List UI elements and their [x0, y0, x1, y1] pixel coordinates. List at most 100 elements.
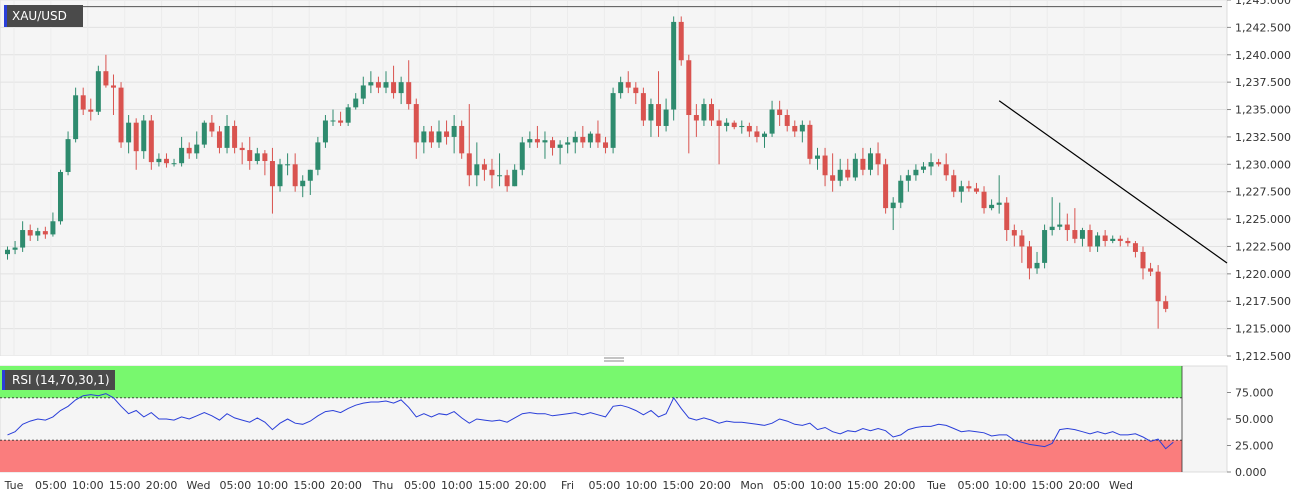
- candle-body: [792, 125, 798, 132]
- candle-body: [890, 202, 896, 209]
- candle-body: [830, 175, 836, 181]
- candle-body: [375, 82, 381, 88]
- candle: [428, 125, 434, 148]
- candle: [512, 164, 518, 187]
- candle: [421, 125, 427, 154]
- candle: [905, 169, 911, 192]
- candle: [830, 153, 836, 192]
- candle-body: [693, 115, 699, 121]
- candle: [1117, 235, 1123, 247]
- candle: [65, 131, 71, 176]
- candle-body: [474, 164, 480, 176]
- candle: [186, 142, 192, 159]
- candle-body: [633, 87, 639, 94]
- candle: [398, 76, 404, 105]
- candle-body: [996, 202, 1002, 205]
- candle-body: [315, 142, 321, 170]
- candle-body: [512, 169, 518, 187]
- candle: [981, 186, 987, 214]
- candle-body: [95, 71, 101, 112]
- time-tick-label: 10:00: [625, 479, 657, 492]
- candle: [951, 169, 957, 198]
- candle-body: [1042, 230, 1048, 263]
- time-tick-label: Wed: [1109, 479, 1133, 492]
- candle: [875, 142, 881, 176]
- candle-body: [565, 142, 571, 145]
- candle: [920, 162, 926, 174]
- candle: [254, 147, 260, 165]
- candle-body: [201, 122, 207, 145]
- candle-body: [285, 164, 291, 166]
- panel-splitter[interactable]: [0, 356, 1227, 365]
- time-tick-label: 05:00: [773, 479, 805, 492]
- candle: [57, 169, 63, 225]
- rsi-tick-label: 50.000: [1235, 413, 1274, 426]
- candle: [671, 16, 677, 121]
- candle-body: [20, 230, 26, 248]
- candle-body: [822, 155, 828, 176]
- candle-body: [35, 231, 41, 236]
- candle: [300, 175, 306, 198]
- candle: [133, 118, 139, 170]
- time-tick-label: 15:00: [109, 479, 141, 492]
- candle: [762, 131, 767, 148]
- candle: [194, 131, 200, 159]
- candle: [50, 212, 56, 237]
- candle: [1072, 208, 1078, 244]
- candle: [792, 120, 798, 137]
- price-tick-label: 1,227.500: [1235, 186, 1291, 199]
- rsi-line: [7, 393, 1174, 450]
- candle: [247, 136, 253, 170]
- candle: [769, 100, 775, 137]
- candle-body: [814, 155, 820, 159]
- time-tick-label: 20:00: [699, 479, 731, 492]
- candle: [406, 60, 412, 110]
- candle-body: [671, 21, 677, 110]
- candle: [224, 115, 230, 154]
- candle: [625, 71, 631, 94]
- candle: [375, 76, 381, 94]
- candle-body: [322, 120, 328, 143]
- candle-body: [141, 120, 147, 152]
- candle-body: [1087, 230, 1093, 247]
- candle-body: [550, 140, 556, 148]
- candle: [330, 109, 336, 126]
- candle-body: [451, 125, 457, 137]
- candle-body: [118, 87, 124, 143]
- candle-body: [232, 125, 238, 148]
- candle-body: [1057, 224, 1063, 227]
- candle: [1042, 224, 1048, 269]
- time-tick-label: 10:00: [810, 479, 842, 492]
- candle: [307, 169, 313, 195]
- candle: [383, 71, 389, 94]
- candle: [883, 158, 889, 214]
- time-tick-label: 05:00: [404, 479, 436, 492]
- price-tick-label: 1,237.500: [1235, 76, 1291, 89]
- candle: [497, 153, 503, 187]
- candle-body: [799, 124, 805, 132]
- candle-body: [663, 109, 669, 126]
- candle-body: [345, 107, 351, 123]
- candle: [80, 87, 86, 116]
- candle-body: [1140, 251, 1146, 269]
- candle-body: [1072, 230, 1078, 239]
- candle: [5, 246, 10, 260]
- price-tick-label: 1,212.500: [1235, 350, 1291, 363]
- time-tick-label: 20:00: [884, 479, 916, 492]
- candle: [814, 147, 820, 170]
- candle: [277, 158, 283, 192]
- candle: [88, 98, 94, 121]
- candle: [413, 98, 419, 159]
- candle-body: [989, 204, 995, 209]
- candle-body: [1102, 235, 1108, 241]
- candle-body: [179, 147, 185, 164]
- candle-body: [413, 104, 419, 143]
- candle-body: [1011, 230, 1017, 236]
- candle: [1110, 235, 1116, 244]
- candle: [481, 158, 487, 181]
- candle-body: [239, 147, 245, 151]
- time-tick-label: 05:00: [589, 479, 621, 492]
- candle: [837, 158, 843, 187]
- candle: [27, 224, 33, 241]
- candle: [239, 142, 245, 165]
